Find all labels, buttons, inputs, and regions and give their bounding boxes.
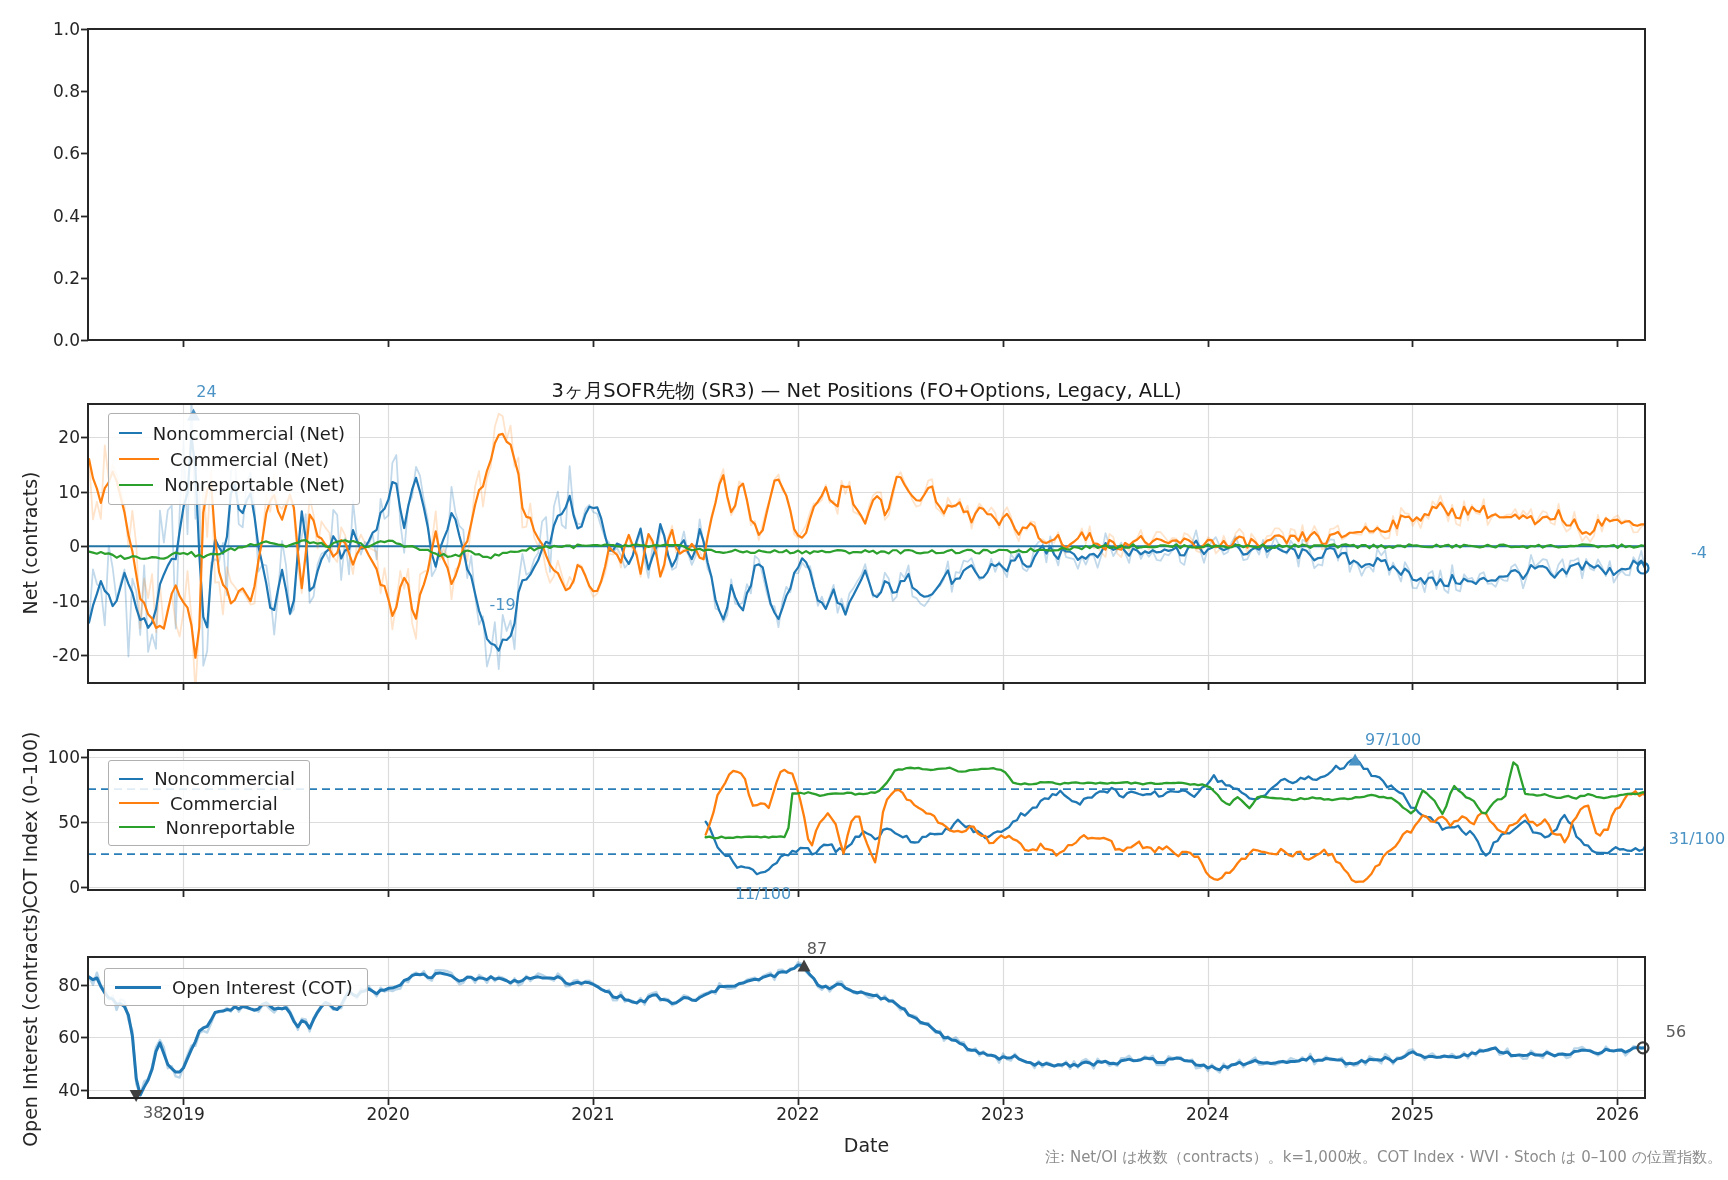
legend-item-commercial-net-: Commercial (Net) [119, 449, 345, 470]
legend-label: Nonreportable (Net) [164, 474, 345, 495]
legend-line-swatch [115, 986, 161, 989]
xtick-2019: 2019 [143, 1104, 223, 1124]
legend-item-nonreportable: Nonreportable [119, 817, 295, 838]
legend-item-open-interest-cot-: Open Interest (COT) [115, 977, 353, 998]
ax2-ytick--10: -10 [16, 591, 80, 611]
legend-item-noncommercial: Noncommercial [119, 768, 295, 789]
annotation-56: 56 [1666, 1021, 1686, 1040]
y-axis-label-open-interest: Open Interest (contracts) [18, 867, 42, 1180]
ax4-legend: Open Interest (COT) [104, 968, 368, 1006]
chart-title: 3ヶ月SOFR先物 (SR3) — Net Positions (FO+Opti… [88, 377, 1645, 404]
ax4-ytick-80: 80 [16, 975, 80, 995]
legend-line-swatch [119, 458, 159, 460]
ax1-ytick-0.8: 0.8 [16, 81, 80, 101]
ax2-ytick-20: 20 [16, 427, 80, 447]
footnote: 注: Net/OI は枚数（contracts）。k=1,000枚。COT In… [1045, 1148, 1722, 1167]
legend-label: Commercial (Net) [170, 449, 329, 470]
legend-line-swatch [119, 484, 153, 486]
ax1-ytick-0.4: 0.4 [16, 206, 80, 226]
legend-label: Noncommercial [154, 768, 295, 789]
xtick-2021: 2021 [553, 1104, 633, 1124]
annotation--19: -19 [490, 594, 516, 613]
legend-item-noncommercial-net-: Noncommercial (Net) [119, 423, 345, 444]
ax4-ytick-60: 60 [16, 1027, 80, 1047]
annotation-87: 87 [807, 939, 827, 958]
ax2-ytick-0: 0 [16, 536, 80, 556]
xtick-2020: 2020 [348, 1104, 428, 1124]
ax4-ytick-40: 40 [16, 1080, 80, 1100]
ax1-ytick-1.0: 1.0 [16, 19, 80, 39]
annotation--4: -4 [1691, 543, 1707, 562]
ax3-ytick-0: 0 [16, 877, 80, 897]
ax1-ytick-0.0: 0.0 [16, 330, 80, 350]
legend-line-swatch [119, 778, 143, 780]
annotation-31/100: 31/100 [1669, 829, 1725, 848]
legend-label: Open Interest (COT) [172, 977, 353, 998]
legend-line-swatch [119, 826, 155, 828]
ax2-legend: Noncommercial (Net) Commercial (Net) Nonre… [108, 413, 360, 505]
legend-label: Noncommercial (Net) [153, 423, 345, 444]
ax1-ytick-0.2: 0.2 [16, 268, 80, 288]
xtick-2023: 2023 [963, 1104, 1043, 1124]
xtick-2024: 2024 [1168, 1104, 1248, 1124]
xtick-2026: 2026 [1577, 1104, 1657, 1124]
xtick-2022: 2022 [758, 1104, 838, 1124]
ax3-ytick-50: 50 [16, 812, 80, 832]
xtick-2025: 2025 [1372, 1104, 1452, 1124]
annotation-97/100: 97/100 [1365, 730, 1421, 749]
ax3-ytick-100: 100 [16, 747, 80, 767]
legend-line-swatch [119, 432, 142, 434]
legend-label: Commercial [170, 793, 278, 814]
legend-line-swatch [119, 802, 159, 804]
legend-item-nonreportable-net-: Nonreportable (Net) [119, 474, 345, 495]
ax2-ytick-10: 10 [16, 482, 80, 502]
ax1-ytick-0.6: 0.6 [16, 143, 80, 163]
legend-label: Nonreportable [166, 817, 295, 838]
ax2-ytick--20: -20 [16, 645, 80, 665]
legend-item-commercial: Commercial [119, 793, 295, 814]
annotation-11/100: 11/100 [735, 884, 791, 903]
annotation-24: 24 [196, 382, 216, 401]
figure: 3ヶ月SOFR先物 (SR3) — Net Positions (FO+Opti… [0, 0, 1728, 1180]
ax3-legend: Noncommercial Commercial Nonreportable [108, 760, 310, 846]
